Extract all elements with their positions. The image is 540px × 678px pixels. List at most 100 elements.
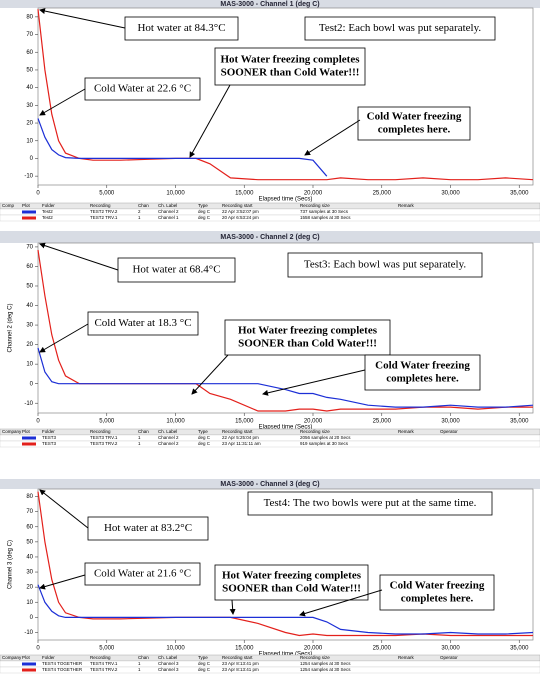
y-tick-label: -10 bbox=[24, 630, 33, 636]
table-cell: 23 Apr 8:13:41 pm bbox=[222, 667, 259, 672]
series-line bbox=[37, 9, 534, 181]
table-cell: 20 Apr 6:53:24 pm bbox=[222, 215, 259, 220]
y-tick-label: 10 bbox=[26, 138, 33, 144]
x-tick-label: 35,000 bbox=[510, 646, 529, 652]
table-header: Chan bbox=[138, 203, 149, 208]
y-tick-label: 60 bbox=[26, 50, 33, 56]
annotation-text: Hot Water freezing completes bbox=[221, 54, 361, 66]
table-cell: 1 bbox=[138, 661, 141, 666]
x-tick-label: 20,000 bbox=[304, 419, 323, 425]
table-cell: Channel 3 bbox=[158, 661, 179, 666]
annotation-text: completes here. bbox=[401, 593, 474, 605]
annotation-text: Hot water at 84.3°C bbox=[137, 22, 225, 34]
table-header: Remark bbox=[398, 655, 415, 660]
table-cell: deg C bbox=[198, 667, 211, 672]
annotation-text: Cold Water at 18.3 °C bbox=[94, 317, 191, 329]
table-header-bg bbox=[0, 202, 540, 210]
table-cell: Channel 2 bbox=[158, 209, 179, 214]
y-tick-label: 20 bbox=[26, 342, 33, 348]
table-header-bg bbox=[0, 654, 540, 662]
annotation-arrow bbox=[191, 354, 229, 395]
table-cell: TEST4 TRV.1 bbox=[90, 661, 118, 666]
y-tick-label: 80 bbox=[26, 494, 33, 500]
table-cell: 1 bbox=[138, 441, 141, 446]
table-header: Remark bbox=[398, 203, 415, 208]
table-header: Recording start bbox=[222, 429, 253, 434]
x-tick-label: 35,000 bbox=[510, 191, 529, 197]
annotation-box bbox=[117, 257, 236, 283]
y-tick-label: -10 bbox=[24, 174, 33, 180]
x-axis-label: Elapsed time (Secs) bbox=[259, 197, 313, 203]
y-tick-label: 30 bbox=[26, 570, 33, 576]
table-header: Recording bbox=[90, 203, 111, 208]
annotation-arrow bbox=[304, 119, 361, 156]
annotation-text: Hot Water freezing completes bbox=[222, 570, 362, 582]
x-axis-label: Elapsed time (Secs) bbox=[259, 652, 313, 658]
x-tick-label: 10,000 bbox=[166, 419, 185, 425]
plot-swatch bbox=[22, 216, 36, 220]
x-tick-label: 5,000 bbox=[99, 419, 115, 425]
table-header: Ch. Label bbox=[158, 429, 177, 434]
table-cell: Channel 1 bbox=[158, 215, 179, 220]
chart-panel: MAS-3000 - Channel 3 (deg C)-10010203040… bbox=[0, 479, 540, 674]
table-row-bg bbox=[0, 214, 540, 222]
table-header-bg bbox=[0, 428, 540, 436]
y-axis-label: Channel 2 (deg C) bbox=[8, 303, 14, 352]
table-cell: deg C bbox=[198, 435, 211, 440]
y-tick-label: 30 bbox=[26, 323, 33, 329]
table-header: Ch. Label bbox=[158, 203, 177, 208]
x-tick-label: 0 bbox=[36, 419, 40, 425]
x-tick-label: 10,000 bbox=[166, 646, 185, 652]
plot-swatch bbox=[22, 442, 36, 446]
table-header: Chan bbox=[138, 429, 149, 434]
table-header: Plot bbox=[22, 429, 31, 434]
x-tick-label: 10,000 bbox=[166, 191, 185, 197]
annotation-box bbox=[304, 16, 496, 41]
table-cell: 919 samples at 30 Secs bbox=[300, 441, 349, 446]
x-tick-label: 30,000 bbox=[441, 191, 460, 197]
y-tick-label: 50 bbox=[26, 539, 33, 545]
table-cell: Channel 3 bbox=[158, 667, 179, 672]
y-tick-label: 20 bbox=[26, 121, 33, 127]
plot-swatch bbox=[22, 436, 36, 440]
x-tick-label: 30,000 bbox=[441, 419, 460, 425]
table-cell: 737 samples at 30 Secs bbox=[300, 209, 349, 214]
y-tick-label: 20 bbox=[26, 585, 33, 591]
chart-panel: MAS-3000 - Channel 2 (deg C)-10010203040… bbox=[0, 231, 540, 448]
x-axis-label: Elapsed time (Secs) bbox=[259, 425, 313, 431]
x-tick-label: 25,000 bbox=[373, 419, 392, 425]
table-cell: TEST2 TRV.1 bbox=[90, 215, 118, 220]
table-cell: 23 Apr 11:31:11 am bbox=[222, 441, 261, 446]
table-header: Folder bbox=[42, 655, 55, 660]
plot-swatch bbox=[22, 210, 36, 214]
annotation-text: Test4: The two bowls were put at the sam… bbox=[264, 497, 477, 509]
y-tick-label: 70 bbox=[26, 509, 33, 515]
table-header: Operator bbox=[440, 655, 458, 660]
table-header: Type bbox=[198, 203, 208, 208]
y-tick-label: 40 bbox=[26, 85, 33, 91]
plot-swatch bbox=[22, 662, 36, 666]
y-tick-label: 80 bbox=[26, 14, 33, 20]
table-cell: 1 bbox=[138, 215, 141, 220]
annotation-text: Cold Water at 21.6 °C bbox=[94, 568, 191, 580]
y-tick-label: 0 bbox=[30, 381, 34, 387]
annotation-arrow bbox=[229, 599, 236, 615]
plot-swatch bbox=[22, 668, 36, 672]
table-cell: TEST3 bbox=[42, 435, 57, 440]
table-header: Recording start bbox=[222, 203, 253, 208]
annotation-text: Cold Water freezing bbox=[390, 580, 485, 592]
table-header: Type bbox=[198, 429, 208, 434]
title-bar bbox=[0, 479, 540, 489]
x-tick-label: 25,000 bbox=[373, 191, 392, 197]
table-cell: TEST3 TRV.1 bbox=[90, 435, 118, 440]
y-tick-label: 60 bbox=[26, 524, 33, 530]
table-cell: 1 bbox=[138, 667, 141, 672]
table-row-bg bbox=[0, 434, 540, 442]
annotation-box bbox=[124, 16, 239, 41]
table-header: Type bbox=[198, 655, 208, 660]
title-bar bbox=[0, 231, 540, 243]
annotation-arrow bbox=[39, 323, 89, 353]
annotation-text: Test3: Each bowl was put separately. bbox=[304, 259, 466, 271]
annotation-text: Test2: Each bowl was put separately. bbox=[319, 22, 481, 34]
table-row-bg bbox=[0, 208, 540, 216]
